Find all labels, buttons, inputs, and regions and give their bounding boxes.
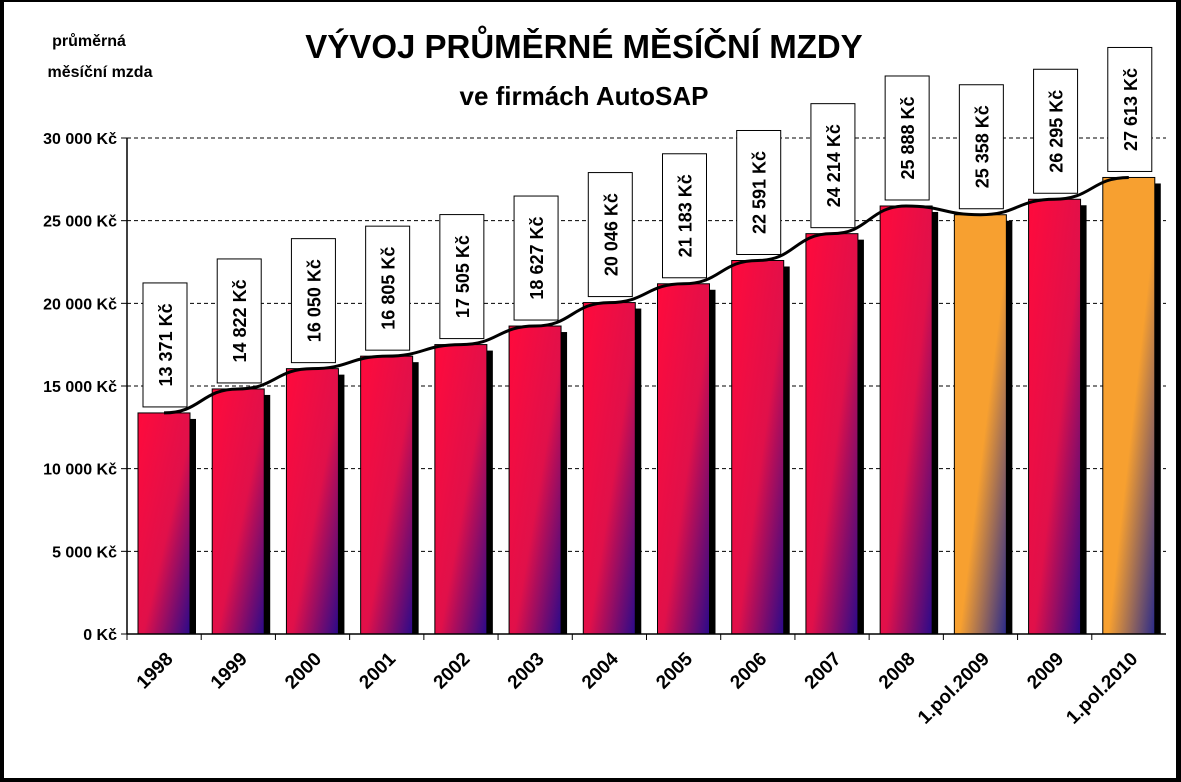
y-tick-label: 20 000 Kč: [43, 296, 117, 313]
bar-2009: [1028, 198, 1082, 635]
bar-2007: [805, 233, 859, 635]
bar-2005: [657, 283, 710, 635]
y-axis-label-line-1: průměrná: [52, 33, 126, 50]
bar-2003: [508, 325, 562, 635]
data-labels: 13 371 Kč 14 822 Kč 16 050 Kč 16 805 Kč 17 5…: [142, 46, 1153, 408]
chart-title: VÝVOJ PRŮMĚRNÉ MĚSÍČNÍ MZDY: [305, 25, 862, 65]
bar-1-pol-2010: [1102, 176, 1156, 635]
data-label: 21 183 Kč: [676, 174, 696, 257]
data-label: 16 050 Kč: [304, 259, 324, 342]
y-tick-label: 10 000 Kč: [43, 462, 117, 479]
chart-subtitle: ve firmách AutoSAP: [460, 81, 709, 111]
data-label: 14 822 Kč: [230, 279, 250, 362]
bars: [137, 176, 1161, 635]
data-label: 17 505 Kč: [453, 235, 473, 318]
bar-2002: [434, 344, 488, 635]
data-label-box: [216, 258, 262, 384]
trend-line: [163, 175, 1129, 415]
gridlines: [127, 137, 1166, 552]
data-label: 25 888 Kč: [898, 96, 918, 179]
data-label-box: [810, 103, 856, 229]
data-label-box: [290, 238, 336, 364]
data-label-box: [365, 225, 411, 351]
y-tick-label: 25 000 Kč: [43, 214, 117, 231]
data-label: 13 371 Kč: [156, 303, 176, 386]
bar-2008: [879, 205, 933, 635]
data-label-box: [513, 195, 559, 321]
y-tick-label: 30 000 Kč: [43, 131, 117, 148]
data-label: 18 627 Kč: [527, 216, 547, 299]
data-label: 26 295 Kč: [1047, 90, 1067, 173]
y-axis-ticks: 0 Kč 5 000 Kč 10 000 Kč 15 000 Kč 20 000 Kč 2…: [43, 131, 127, 644]
bar-1998: [137, 412, 191, 635]
data-label: 27 613 Kč: [1121, 68, 1141, 151]
data-label-box: [587, 172, 633, 298]
data-label: 25 358 Kč: [972, 105, 992, 188]
data-label: 24 214 Kč: [824, 124, 844, 207]
trendline: [163, 175, 1129, 415]
y-axis-label-line-2: měsíční mzda: [48, 64, 153, 81]
bar-2001: [360, 355, 414, 635]
y-tick-label: 15 000 Kč: [43, 379, 117, 396]
data-label-box: [884, 75, 930, 201]
y-tick-label: 5 000 Kč: [52, 544, 117, 561]
data-label-box: [439, 214, 485, 340]
bar-2004: [582, 302, 636, 635]
data-label-box: [662, 153, 707, 279]
data-label: 20 046 Kč: [601, 193, 621, 276]
data-label-box: [1033, 68, 1079, 194]
bar-1999: [211, 388, 265, 635]
y-tick-label: 0 Kč: [83, 627, 117, 644]
data-label: 16 805 Kč: [379, 247, 399, 330]
data-label-box: [142, 282, 188, 408]
bar-2006: [731, 259, 785, 635]
data-label-box: [958, 84, 1004, 210]
bar-2000: [285, 368, 339, 635]
data-label-box: [736, 129, 782, 255]
data-label: 22 591 Kč: [750, 151, 770, 234]
bar-1-pol-2009: [953, 214, 1007, 635]
data-label-box: [1107, 46, 1153, 172]
